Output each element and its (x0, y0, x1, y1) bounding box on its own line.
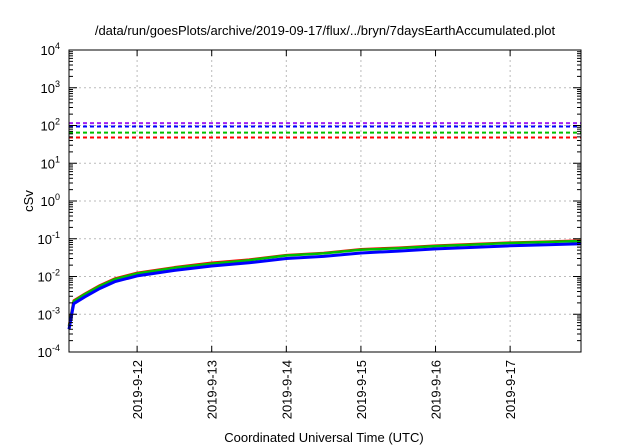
y-tick-label: 10-2 (38, 268, 60, 285)
y-tick-label: 104 (41, 41, 60, 58)
chart-title: /data/run/goesPlots/archive/2019-09-17/f… (95, 23, 556, 38)
x-tick-label: 2019-9-16 (429, 360, 444, 419)
y-axis: 10-4 10-3 10-2 10-1 100 101 102 103 104 (38, 41, 581, 360)
series-line (67, 242, 582, 330)
x-tick-label: 2019-9-12 (130, 360, 145, 419)
x-tick-label: 2019-9-14 (279, 360, 294, 419)
y-axis-label: cSv (21, 190, 36, 212)
x-tick-label: 2019-9-13 (205, 360, 220, 419)
series-lines (67, 239, 582, 330)
y-tick-label: 10-1 (38, 230, 60, 247)
x-axis-label: Coordinated Universal Time (UTC) (224, 430, 423, 445)
series-line (67, 239, 582, 327)
y-tick-label: 103 (41, 79, 60, 96)
x-axis: 2019-9-12 2019-9-13 2019-9-14 2019-9-15 2019… (130, 50, 518, 419)
x-tick-label: 2019-9-15 (354, 360, 369, 419)
grid (69, 50, 581, 352)
y-tick-label: 101 (41, 154, 60, 171)
threshold-lines (69, 122, 581, 139)
y-tick-label: 10-3 (38, 305, 60, 322)
x-tick-label: 2019-9-17 (503, 360, 518, 419)
y-tick-label: 10-4 (38, 343, 60, 360)
y-tick-label: 102 (41, 117, 60, 134)
y-tick-label: 100 (41, 192, 60, 209)
